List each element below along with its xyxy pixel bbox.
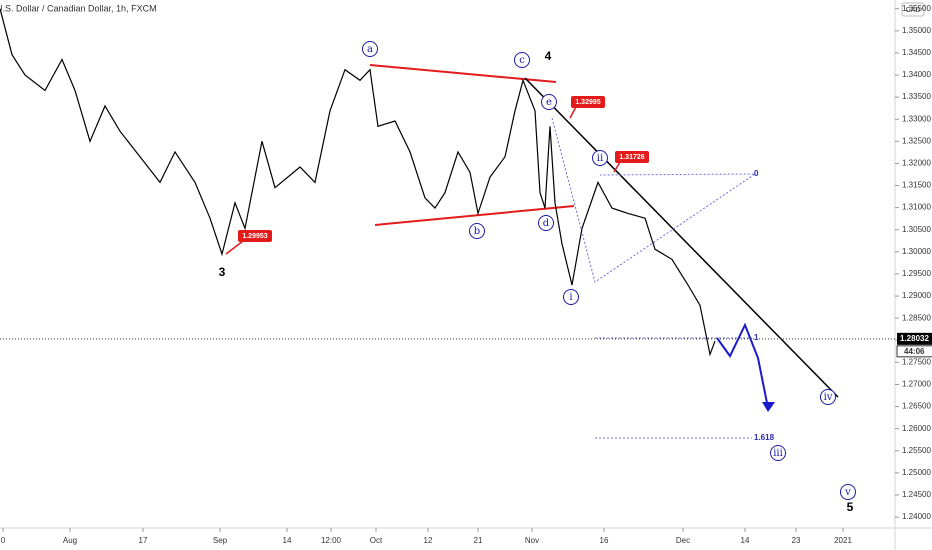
wave-label: i	[569, 292, 572, 303]
x-tick-label: Aug	[63, 536, 77, 545]
currency: CAD	[906, 7, 921, 14]
x-tick-label: 0	[1, 536, 6, 545]
countdown: 44:06	[904, 347, 925, 356]
y-tick-label: 1.30500	[902, 225, 931, 234]
y-tick-label: 1.33500	[902, 92, 931, 101]
trendline-down	[524, 77, 839, 398]
price-tag: 1.31726	[619, 154, 644, 161]
wave-label: iii	[773, 448, 783, 459]
currency-box	[901, 2, 925, 17]
tag-pointer	[613, 161, 621, 173]
wave-circle	[514, 52, 530, 68]
current-price-label: 1.28032	[900, 334, 929, 343]
wave-label: a	[367, 44, 373, 55]
wave-label: b	[474, 226, 480, 237]
arrow-head	[762, 402, 775, 412]
x-tick-label: 21	[474, 536, 483, 545]
wave-circle	[362, 41, 378, 57]
wave-circle	[592, 150, 608, 166]
y-tick-label: 1.24000	[902, 512, 931, 521]
x-tick-label: 12	[424, 536, 433, 545]
y-tick-label: 1.25500	[902, 446, 931, 455]
trendline-lower	[374, 205, 575, 226]
wave-circle	[538, 215, 554, 231]
x-tick-label: 14	[283, 536, 292, 545]
y-tick-label: 1.26000	[902, 424, 931, 433]
wave-circle	[840, 484, 856, 500]
y-tick-label: 1.27000	[902, 380, 931, 389]
x-tick-label: 12:00	[321, 536, 342, 545]
fib-label: 0	[754, 169, 759, 178]
y-tick-label: 1.25000	[902, 468, 931, 477]
y-tick-label: 1.34500	[902, 48, 931, 57]
wave-circle	[541, 94, 557, 110]
x-tick-label: 2021	[834, 536, 852, 545]
price-tag-box	[238, 230, 272, 242]
x-tick-label: Oct	[370, 536, 383, 545]
countdown-box	[896, 345, 932, 358]
y-tick-label: 1.31500	[902, 181, 931, 190]
y-tick-label: 1.35500	[902, 4, 931, 13]
x-tick-label: 23	[792, 536, 801, 545]
wave-label: d	[543, 218, 550, 229]
degree-label: 4	[545, 49, 552, 63]
y-tick-label: 1.31000	[902, 203, 931, 212]
y-tick-label: 1.24500	[902, 490, 931, 499]
price-line	[0, 8, 716, 357]
y-tick-label: 1.33000	[902, 114, 931, 123]
y-tick-label: 1.28500	[902, 313, 931, 322]
price-tag-box	[571, 96, 605, 108]
x-tick-label: Sep	[213, 536, 228, 545]
wave-circle	[770, 445, 786, 461]
fib-label: 1.618	[754, 433, 775, 442]
wave-circle	[469, 223, 485, 239]
tag-pointer	[225, 240, 244, 255]
fib-triangle	[551, 117, 757, 283]
degree-label: 3	[219, 265, 226, 279]
y-tick-label: 1.29500	[902, 269, 931, 278]
wave-circle	[820, 389, 836, 405]
price-tag-box	[615, 151, 649, 163]
y-tick-label: 1.32000	[902, 159, 931, 168]
y-tick-label: 1.29000	[902, 291, 931, 300]
fib-label: 1	[754, 333, 759, 342]
wave-circle	[563, 289, 579, 305]
y-tick-label: 1.27500	[902, 357, 931, 366]
wave-label: e	[546, 97, 552, 108]
degree-label: 5	[847, 500, 854, 514]
price-tag: 1.29953	[242, 233, 267, 240]
wave-label: iv	[824, 392, 833, 403]
wave-label: ii	[597, 153, 603, 164]
trendline-upper	[369, 64, 557, 83]
x-tick-label: Dec	[676, 536, 690, 545]
x-tick-label: 16	[600, 536, 609, 545]
wave-label: v	[844, 487, 851, 498]
y-tick-label: 1.30000	[902, 247, 931, 256]
y-tick-label: 1.26500	[902, 402, 931, 411]
x-tick-label: 17	[139, 536, 148, 545]
y-tick-label: 1.32500	[902, 136, 931, 145]
wave-label: c	[519, 55, 525, 66]
current-price-box	[897, 332, 932, 345]
y-tick-label: 1.34000	[902, 70, 931, 79]
x-tick-label: 14	[741, 536, 750, 545]
y-tick-label: 1.35000	[902, 26, 931, 35]
tag-pointer	[569, 106, 577, 119]
x-tick-label: Nov	[525, 536, 539, 545]
price-tag: 1.32995	[575, 99, 600, 106]
chart-title: U.S. Dollar / Canadian Dollar, 1h, FXCM	[0, 3, 157, 13]
projection-arrow	[716, 322, 769, 409]
